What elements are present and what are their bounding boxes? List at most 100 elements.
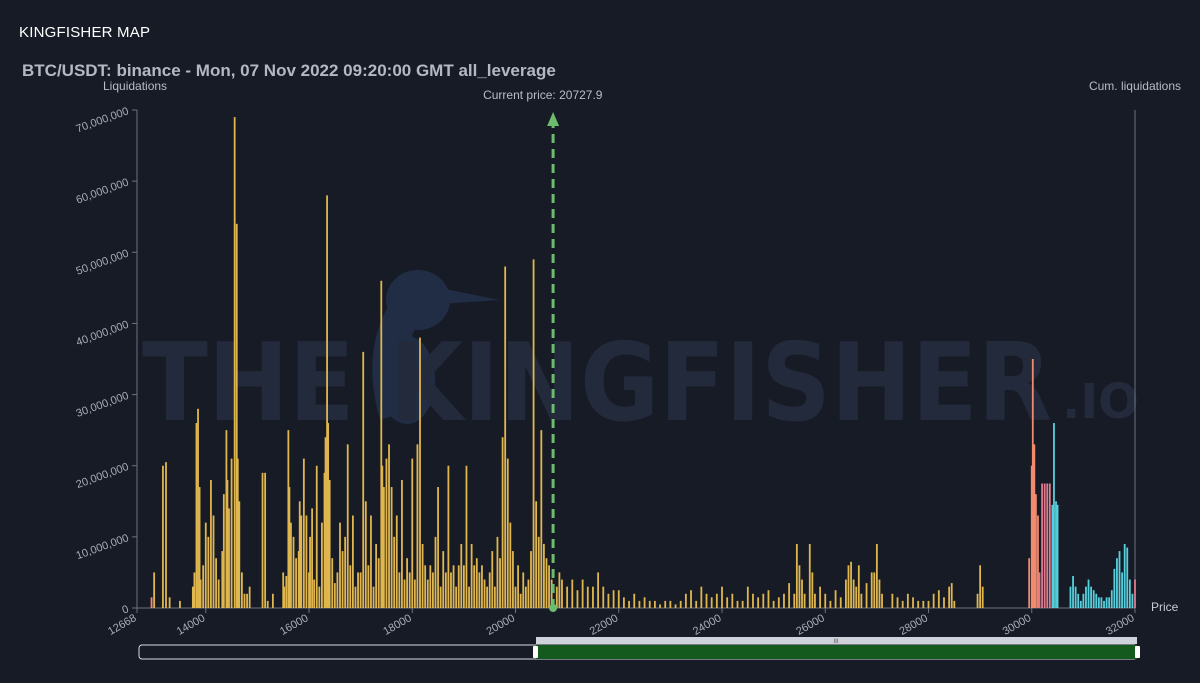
liquidation-bar [571,579,574,608]
liquidation-bar [235,223,238,609]
liquidation-bar [648,600,651,608]
liquidation-bar [566,586,569,608]
liquidation-bar [1038,572,1041,608]
liquidation-bar [150,597,153,608]
liquidation-bar [1134,579,1136,608]
liquidation-bar [271,593,274,608]
navigator-right-handle[interactable] [1135,646,1140,658]
liquidation-bar [221,551,224,608]
liquidation-bar [1074,586,1077,608]
liquidation-bar [470,543,473,608]
liquidation-bar [359,572,362,608]
liquidation-bar [217,579,220,608]
liquidation-bar [390,487,393,608]
liquidation-bar [385,458,388,608]
liquidation-bar [592,586,594,608]
liquidation-bar [228,508,230,608]
liquidation-bar [444,572,447,608]
liquidation-bar [878,579,881,608]
liquidation-bar [336,572,339,608]
liquidation-bar [514,586,517,608]
liquidation-bar [408,572,411,608]
liquidation-bar [202,565,205,608]
liquidation-bar [434,536,437,608]
liquidation-bar [1092,590,1095,608]
x-tick-label: 28000 [898,612,930,638]
liquidation-bar [333,583,336,608]
liquidation-bar [162,465,164,608]
liquidation-bar [811,572,814,608]
liquidation-bar [922,600,925,608]
liquidation-bar [351,515,354,608]
liquidation-bar [532,259,535,608]
navigator-left-handle[interactable] [533,646,538,658]
liquidation-bar [380,280,383,608]
liquidation-bar [1030,465,1033,608]
bars [150,117,1136,609]
liquidation-bar [1069,586,1072,608]
current-price-label: Current price: 20727.9 [483,88,603,102]
liquidation-bar [948,586,951,608]
liquidation-bar [1116,558,1118,608]
liquidation-bar [313,579,316,608]
liquidation-bar [512,551,514,608]
liquidation-bar [481,565,483,608]
liquidation-bar [932,593,935,608]
app-title: KINGFISHER MAP [19,24,151,41]
liquidation-bar [288,487,291,608]
liquidation-bar [442,551,445,608]
y-tick-label: 30,000,000 [75,390,131,420]
liquidation-bar [287,430,290,608]
liquidation-bar [300,515,303,608]
liquidation-bar [261,472,264,608]
x-tick-label: 20000 [485,612,517,638]
liquidation-bar [819,586,821,608]
liquidation-bar [550,579,553,608]
liquidation-bar [762,593,765,608]
liquidation-bar [1087,579,1090,608]
liquidation-bar [795,543,798,608]
liquidation-bar [710,597,713,608]
current-price-marker: Current price: 20727.9 [483,88,603,612]
liquidation-bar [674,604,677,608]
liquidation-bar [367,565,370,608]
liquidation-bar [168,597,171,608]
liquidation-bar [653,600,656,608]
liquidation-bar [1043,483,1046,608]
range-navigator[interactable]: III [138,637,1140,660]
liquidation-bar [767,590,770,608]
liquidation-bar [478,572,481,608]
liquidation-bar [979,565,982,608]
liquidation-bar [450,572,452,608]
liquidation-bar [1079,600,1082,608]
liquidation-bar [309,536,311,608]
liquidation-bar [852,579,855,608]
x-tick-label: 12668 [106,612,138,638]
liquidation-bar [953,600,956,608]
liquidation-bar [506,458,509,608]
liquidation-bar [468,586,470,608]
liquidation-bar [927,600,930,608]
x-tick-label: 14000 [175,612,207,638]
liquidation-bar [777,597,780,608]
liquidation-bar [870,572,873,608]
liquidation-bar [850,561,852,608]
navigator-selection[interactable] [536,645,1137,659]
liquidation-bar [684,593,687,608]
liquidation-bar [452,565,455,608]
liquidation-bar [798,565,801,608]
liquidation-bar [344,536,347,608]
navigator-grip-icon[interactable]: III [833,639,838,645]
liquidation-bar [1028,558,1031,608]
liquidation-bar [1034,494,1037,608]
y2-axis-label: Cum. liquidations [1088,79,1181,93]
navigator-scrollbar[interactable] [536,637,1137,644]
liquidation-bar [225,430,228,608]
liquidation-bar [535,501,538,608]
liquidation-bar [561,579,563,608]
liquidation-bar [354,586,357,608]
liquidation-bar [808,543,811,608]
liquidation-bar [746,586,749,608]
liquidation-bar [295,558,298,608]
